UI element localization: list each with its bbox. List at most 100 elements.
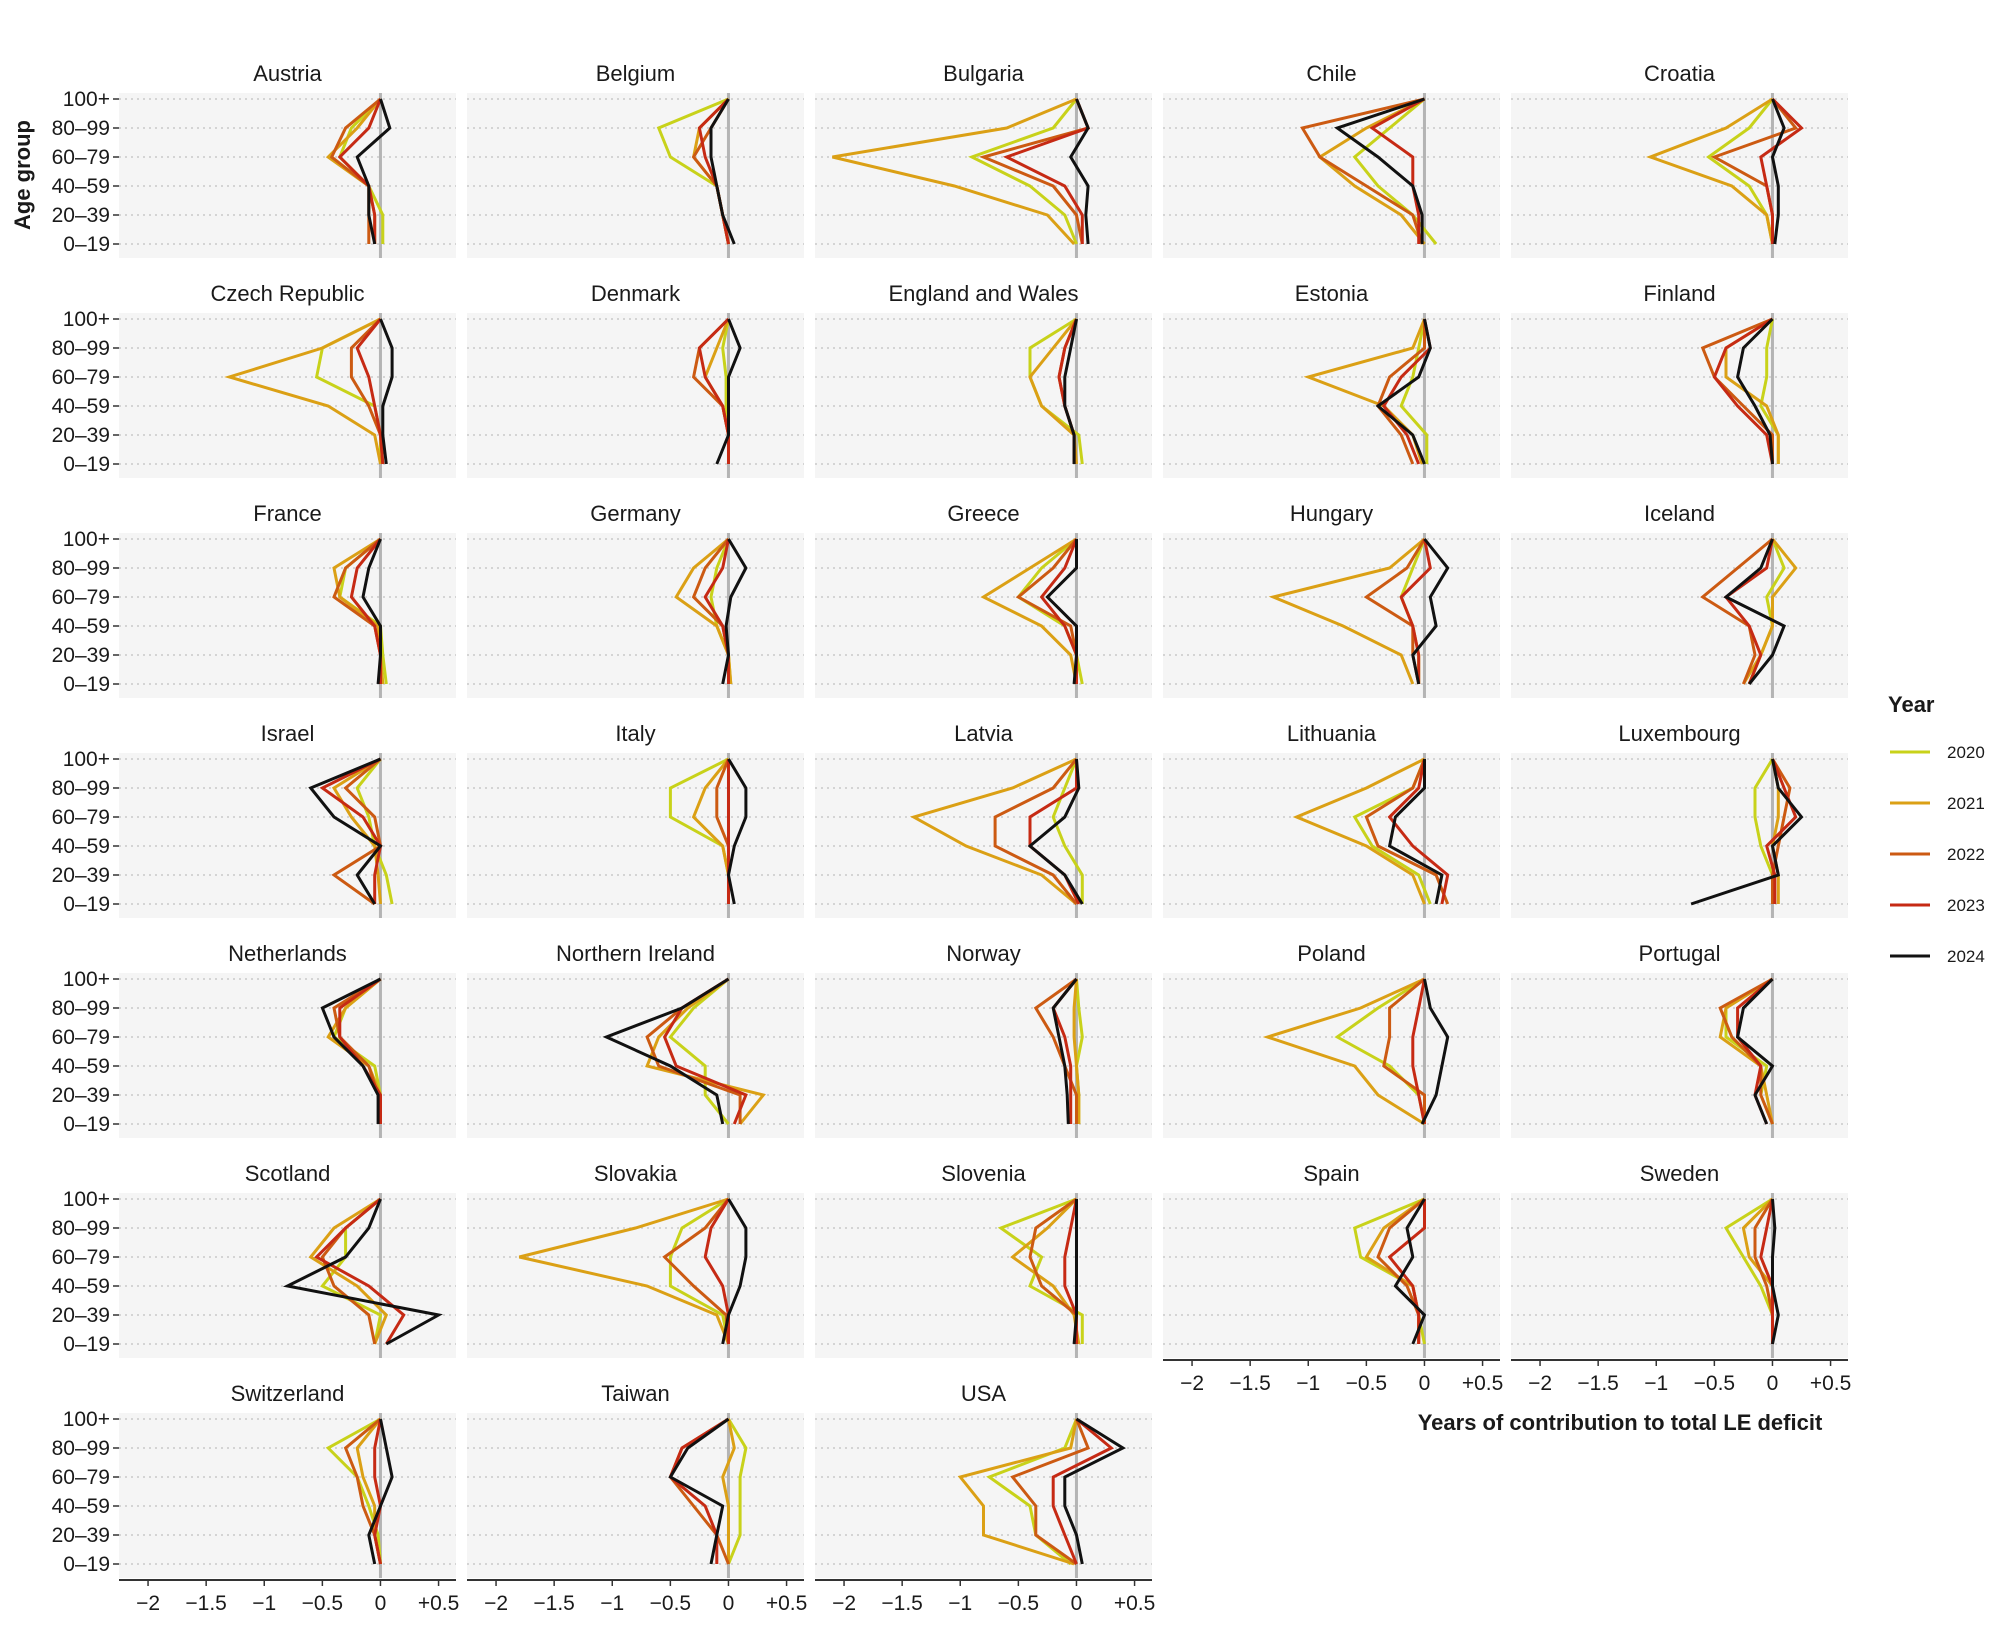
x-tick-label: −0.5 bbox=[1694, 1372, 1735, 1395]
panel-background bbox=[815, 753, 1152, 918]
x-tick-label: 0 bbox=[1767, 1372, 1779, 1395]
panel-background bbox=[1511, 1193, 1848, 1358]
panel-greece: Greece bbox=[815, 501, 1152, 698]
series-line-2021 bbox=[331, 757, 382, 905]
series-line-2024 bbox=[1771, 1198, 1780, 1345]
x-tick-label: −1.5 bbox=[881, 1592, 922, 1615]
series-line-2024 bbox=[715, 318, 742, 465]
x-tick-label: 0 bbox=[1071, 1592, 1083, 1615]
y-tick-label: 20–39 bbox=[52, 1524, 110, 1547]
y-tick-label: 80–99 bbox=[52, 1437, 110, 1460]
series-line-2021 bbox=[1262, 977, 1426, 1126]
series-line-2021 bbox=[980, 537, 1078, 685]
panel-background bbox=[467, 533, 804, 698]
series-line-2022 bbox=[1376, 319, 1426, 465]
series-line-2024 bbox=[709, 98, 736, 245]
y-tick-label: 100+ bbox=[63, 1408, 110, 1431]
panel-title: Bulgaria bbox=[943, 61, 1024, 86]
y-tick-label: 80–99 bbox=[52, 337, 110, 360]
panel-background bbox=[815, 973, 1152, 1138]
y-tick-label: 0–19 bbox=[63, 1333, 110, 1356]
series-line-2023 bbox=[1387, 758, 1450, 905]
series-line-2023 bbox=[319, 757, 383, 904]
panel-title: Finland bbox=[1643, 281, 1715, 306]
panel-taiwan: Taiwan −2 −1.5 −1 −0.5 0 +0.5 bbox=[467, 1381, 807, 1615]
series-line-2022 bbox=[331, 757, 383, 906]
x-tick-label: −1 bbox=[1296, 1372, 1320, 1395]
y-tick-label: 40–59 bbox=[52, 615, 110, 638]
panel-title: Belgium bbox=[596, 61, 675, 86]
panel-bulgaria: Bulgaria bbox=[815, 61, 1152, 258]
panel-background bbox=[119, 1413, 456, 1578]
y-tick-label: 0–19 bbox=[63, 1553, 110, 1576]
x-tick-label: −1 bbox=[600, 1592, 624, 1615]
series-line-2020 bbox=[1352, 97, 1438, 245]
panel-iceland: Iceland bbox=[1511, 501, 1848, 698]
series-line-2023 bbox=[355, 318, 385, 465]
series-line-2024 bbox=[367, 1418, 394, 1565]
series-line-2024 bbox=[1045, 539, 1078, 685]
y-tick-label: 60–79 bbox=[52, 1026, 110, 1049]
series-line-2023 bbox=[338, 977, 382, 1124]
series-line-2021 bbox=[1292, 757, 1426, 905]
series-line-2024 bbox=[1063, 1417, 1126, 1565]
panel-background bbox=[119, 973, 456, 1138]
x-tick-label: −0.5 bbox=[1346, 1372, 1387, 1395]
series-line-2024 bbox=[1387, 759, 1444, 905]
y-tick-label: 0–19 bbox=[63, 673, 110, 696]
panel-title: England and Wales bbox=[889, 281, 1079, 306]
panel-sweden: Sweden −2 −1.5 −1 −0.5 0 +0.5 bbox=[1511, 1161, 1851, 1395]
series-line-2020 bbox=[668, 1197, 730, 1345]
panel-background bbox=[1163, 973, 1500, 1138]
series-line-2021 bbox=[1072, 978, 1081, 1124]
x-tick-label: −2 bbox=[832, 1592, 856, 1615]
series-line-2022 bbox=[1382, 977, 1426, 1124]
panel-title: Estonia bbox=[1295, 281, 1369, 306]
series-line-2021 bbox=[1317, 97, 1426, 245]
x-tick-label: −1 bbox=[252, 1592, 276, 1615]
series-line-2024 bbox=[361, 538, 382, 685]
panel-croatia: Croatia bbox=[1511, 61, 1848, 258]
y-tick-label: 100+ bbox=[63, 968, 110, 991]
panel-england-and-wales: England and Wales bbox=[815, 281, 1152, 478]
panel-title: Sweden bbox=[1640, 1161, 1720, 1186]
x-tick-label: +0.5 bbox=[1114, 1592, 1155, 1615]
x-tick-label: −2 bbox=[136, 1592, 160, 1615]
series-line-2020 bbox=[968, 98, 1078, 245]
y-tick-label: 60–79 bbox=[52, 1466, 110, 1489]
panel-title: Germany bbox=[590, 501, 680, 526]
panel-background bbox=[1511, 533, 1848, 698]
panel-background bbox=[467, 753, 804, 918]
x-tick-label: 0 bbox=[723, 1592, 735, 1615]
x-tick-label: −1.5 bbox=[533, 1592, 574, 1615]
series-line-2022 bbox=[1033, 977, 1078, 1124]
panel-france: France 0–19 20–39 40–59 60–79 80–99 100+ bbox=[52, 501, 456, 698]
panel-title: Norway bbox=[946, 941, 1021, 966]
y-tick-label: 0–19 bbox=[63, 893, 110, 916]
series-line-2021 bbox=[909, 757, 1078, 906]
series-line-2023 bbox=[1411, 978, 1426, 1125]
series-line-2020 bbox=[1051, 758, 1084, 904]
series-line-2020 bbox=[727, 1418, 748, 1565]
series-line-2023 bbox=[1765, 758, 1798, 904]
x-tick-label: +0.5 bbox=[1462, 1372, 1503, 1395]
panel-austria: Austria 0–19 20–39 40–59 60–79 80–99 100+ bbox=[52, 61, 456, 258]
y-tick-label: 40–59 bbox=[52, 1275, 110, 1298]
panel-background bbox=[815, 533, 1152, 698]
series-line-2022 bbox=[1300, 97, 1425, 245]
panel-portugal: Portugal bbox=[1511, 941, 1848, 1138]
panel-hungary: Hungary bbox=[1163, 501, 1500, 698]
series-line-2024 bbox=[1723, 538, 1787, 685]
legend-label-2023: 2023 bbox=[1947, 896, 1985, 915]
panel-title: Portugal bbox=[1639, 941, 1721, 966]
panel-chile: Chile bbox=[1163, 61, 1500, 258]
panel-background bbox=[1511, 973, 1848, 1138]
panel-title: Austria bbox=[253, 61, 322, 86]
y-tick-label: 0–19 bbox=[63, 453, 110, 476]
series-line-2023 bbox=[373, 1418, 383, 1565]
y-tick-label: 40–59 bbox=[52, 1495, 110, 1518]
y-tick-label: 40–59 bbox=[52, 835, 110, 858]
panel-italy: Italy bbox=[467, 721, 804, 918]
x-axis-title: Years of contribution to total LE defici… bbox=[1418, 1410, 1823, 1435]
series-line-2023 bbox=[1759, 1198, 1774, 1344]
